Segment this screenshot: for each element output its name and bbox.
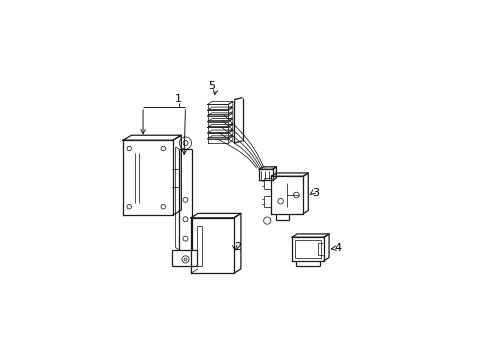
Text: 1: 1 — [175, 94, 182, 104]
Text: 4: 4 — [334, 243, 341, 253]
Text: 5: 5 — [208, 81, 215, 91]
Text: 3: 3 — [312, 188, 319, 198]
Text: 2: 2 — [234, 242, 241, 252]
